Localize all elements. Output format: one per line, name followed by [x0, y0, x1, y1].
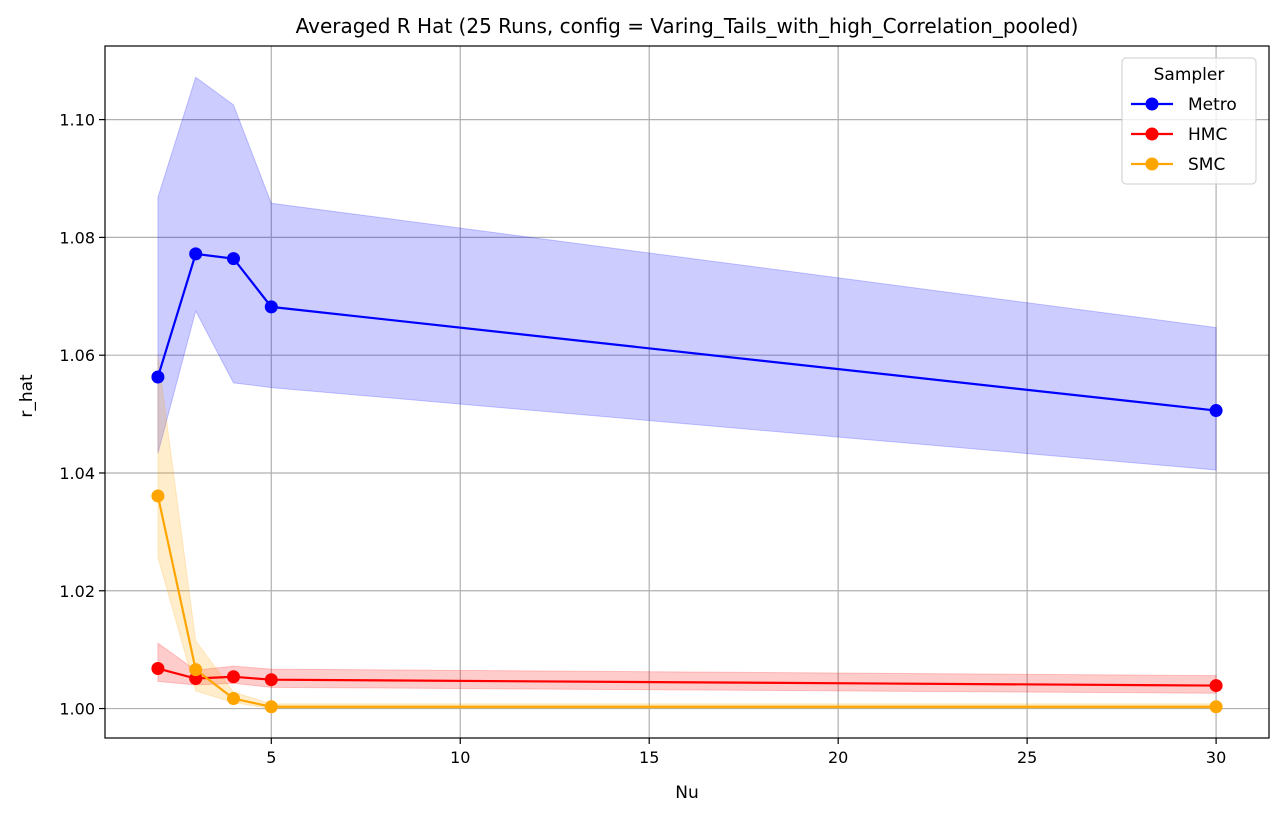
x-tick-label: 30	[1206, 748, 1226, 767]
smc-point	[151, 489, 165, 503]
legend-box	[1121, 57, 1257, 185]
plot-frame	[104, 45, 1270, 739]
metro-point	[226, 252, 240, 266]
metro-point	[1209, 404, 1223, 418]
metro-band	[157, 76, 1217, 471]
smc-point	[226, 692, 240, 706]
legend-entries: Metro HMC SMC	[1131, 95, 1237, 175]
y-axis-label: r_hat	[17, 374, 37, 418]
smc-point	[264, 700, 278, 714]
hmc-point	[264, 673, 278, 687]
x-axis-ticks: 5 10 15 20 25 30	[266, 738, 1226, 767]
legend-marker-hmc	[1145, 127, 1159, 141]
legend-label-metro: Metro	[1188, 95, 1237, 115]
x-tick-label: 15	[639, 748, 659, 767]
hmc-band	[157, 642, 1217, 694]
legend-item-metro: Metro	[1131, 95, 1237, 115]
y-tick-label: 1.04	[59, 464, 95, 483]
x-axis-label: Nu	[675, 783, 699, 803]
metro-point	[151, 370, 165, 384]
x-tick-label: 10	[450, 748, 470, 767]
hmc-point	[151, 662, 165, 676]
legend: Sampler Metro HMC SMC	[1121, 57, 1257, 185]
legend-label-smc: SMC	[1188, 155, 1225, 175]
metro-point	[189, 247, 203, 261]
legend-item-smc: SMC	[1131, 155, 1225, 175]
legend-label-hmc: HMC	[1188, 125, 1227, 145]
smc-point	[1209, 700, 1223, 714]
x-tick-label: 20	[828, 748, 848, 767]
legend-item-hmc: HMC	[1131, 125, 1227, 145]
series-points	[151, 247, 1223, 714]
y-tick-label: 1.02	[59, 582, 95, 601]
y-axis-ticks: 1.00 1.02 1.04 1.06 1.08 1.10	[59, 111, 105, 719]
hmc-point	[226, 670, 240, 684]
y-tick-label: 1.10	[59, 111, 95, 130]
legend-marker-smc	[1145, 157, 1159, 171]
smc-point	[189, 663, 203, 677]
x-tick-label: 25	[1017, 748, 1037, 767]
legend-title: Sampler	[1154, 65, 1225, 85]
y-tick-label: 1.08	[59, 228, 95, 247]
metro-point	[264, 300, 278, 314]
legend-marker-metro	[1145, 97, 1159, 111]
x-tick-label: 5	[266, 748, 276, 767]
chart-title: Averaged R Hat (25 Runs, config = Varing…	[296, 14, 1079, 38]
y-tick-label: 1.00	[59, 700, 95, 719]
hmc-point	[1209, 679, 1223, 693]
y-tick-label: 1.06	[59, 346, 95, 365]
